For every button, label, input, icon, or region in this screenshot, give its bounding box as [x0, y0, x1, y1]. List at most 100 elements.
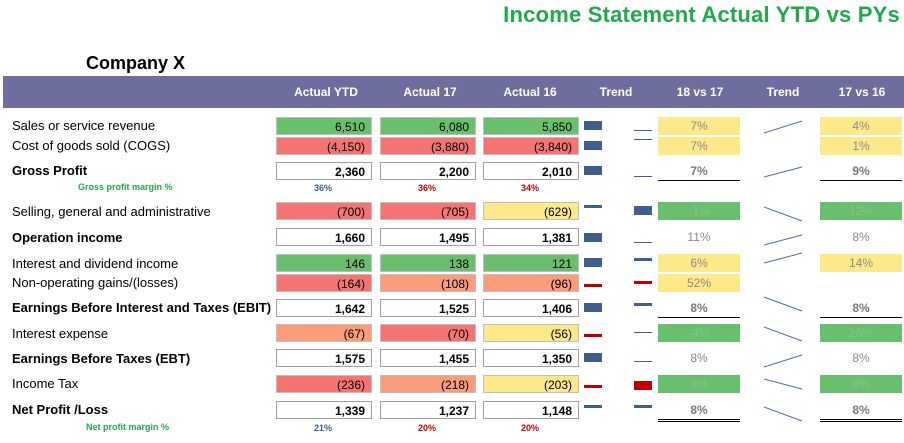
cell-a16: 1,406: [483, 299, 579, 317]
trend-bar: [584, 258, 602, 267]
cell-a16: (96): [483, 274, 579, 292]
trend-bar: [634, 381, 652, 390]
cell-ytd: 1,339: [276, 401, 372, 419]
cell-a16: 5,850: [483, 117, 579, 135]
table-header: Actual YTD Actual 17 Actual 16 Trend 18 …: [3, 76, 904, 108]
change-18-vs-17: 8%: [658, 401, 740, 422]
cell-a17: (705): [380, 202, 476, 220]
cell-ytd: 2,360: [276, 162, 372, 180]
row-label: Gross Profit: [12, 163, 88, 178]
trend-bar: [584, 121, 602, 130]
cell-a16: 1,381: [483, 228, 579, 246]
gross-margin-label: Gross profit margin %: [78, 182, 173, 192]
change-17-vs-16: 9%: [820, 162, 902, 181]
change-17-vs-16: 25%: [820, 324, 902, 342]
trend-bar: [584, 353, 602, 362]
change-17-vs-16: 8%: [852, 230, 870, 244]
change-17-vs-16: 14%: [820, 254, 902, 272]
trend-bar: [634, 242, 652, 243]
trend-bar: [584, 284, 602, 287]
change-18-vs-17: 8%: [658, 299, 740, 318]
net-margin-ytd: 21%: [313, 423, 332, 433]
trend-bar: [634, 130, 652, 131]
cell-ytd: 1,642: [276, 299, 372, 317]
cell-ytd: 146: [276, 254, 372, 272]
cell-a17: (70): [380, 324, 476, 342]
cell-a17: 138: [380, 254, 476, 272]
trend-sparklines: [763, 120, 803, 422]
cell-a16: 2,010: [483, 162, 579, 180]
header-trend-1: Trend: [599, 85, 633, 99]
cell-a16: 1,350: [483, 349, 579, 367]
change-18-vs-17: 7%: [658, 137, 740, 155]
change-17-vs-16: 8%: [820, 375, 902, 393]
cell-ytd: (236): [276, 375, 372, 393]
row-label: Interest expense: [12, 326, 109, 341]
header-trend-2: Trend: [766, 85, 800, 99]
cell-a16: (3,840): [483, 137, 579, 155]
change-17-vs-16: 1%: [820, 137, 902, 155]
change-17-vs-16: 12%: [820, 202, 902, 220]
cell-ytd: (67): [276, 324, 372, 342]
net-margin-a16: 20%: [520, 423, 539, 433]
trend-bar: [584, 303, 602, 312]
header-actual-ytd: Actual YTD: [294, 85, 358, 99]
cell-a17: (108): [380, 274, 476, 292]
cell-a17: (218): [380, 375, 476, 393]
net-margin-label: Net profit margin %: [86, 422, 170, 432]
change-18-vs-17: -4%: [658, 324, 740, 342]
row-label: Earnings Before Taxes (EBT): [12, 351, 191, 366]
row-label: Income Tax: [12, 376, 79, 391]
row-label: Net Profit /Loss: [12, 402, 109, 417]
trend-bar: [634, 281, 652, 284]
change-18-vs-17: 52%: [658, 274, 740, 292]
change-17-vs-16: 8%: [852, 351, 870, 365]
trend-bar: [634, 361, 652, 362]
cell-ytd: 1,660: [276, 228, 372, 246]
cell-a17: 1,237: [380, 401, 476, 419]
trend-bar: [634, 303, 652, 306]
change-18-vs-17: 11%: [687, 230, 711, 244]
trend-bar: [584, 385, 602, 388]
row-label: Sales or service revenue: [12, 118, 156, 133]
gross-margin-a16: 34%: [520, 183, 539, 193]
header-actual-17: Actual 17: [403, 85, 457, 99]
change-18-vs-17: 8%: [690, 351, 708, 365]
cell-ytd: (4,150): [276, 137, 372, 155]
trend-bar: [584, 233, 602, 242]
net-margin-a17: 20%: [417, 423, 436, 433]
trend-bar: [634, 405, 652, 408]
row-label: Interest and dividend income: [12, 256, 179, 271]
cell-ytd: (700): [276, 202, 372, 220]
trend-bar: [634, 258, 652, 261]
company-name: Company X: [86, 53, 186, 73]
trend-bar: [584, 141, 602, 150]
row-label: Non-operating gains/(losses): [12, 275, 179, 290]
cell-ytd: 1,575: [276, 349, 372, 367]
change-18-vs-17: 7%: [658, 162, 740, 181]
change-17-vs-16: 8%: [820, 401, 902, 422]
change-18-vs-17: 6%: [658, 254, 740, 272]
change-18-vs-17: -1%: [658, 202, 740, 220]
change-18-vs-17: 8%: [658, 375, 740, 393]
trend-bar: [584, 205, 602, 208]
cell-a16: 121: [483, 254, 579, 272]
cell-a17: 1,525: [380, 299, 476, 317]
cell-a16: (629): [483, 202, 579, 220]
header-actual-16: Actual 16: [503, 85, 557, 99]
trend-bar: [634, 176, 652, 177]
header-18-vs-17: 18 vs 17: [676, 85, 724, 99]
trend-bar: [584, 334, 602, 337]
trend-bar: [584, 166, 602, 175]
cell-a16: (203): [483, 375, 579, 393]
change-17-vs-16: 4%: [820, 117, 902, 135]
cell-a17: 1,455: [380, 349, 476, 367]
cell-a16: (56): [483, 324, 579, 342]
change-18-vs-17: 7%: [658, 117, 740, 135]
header-17-vs-16: 17 vs 16: [838, 85, 886, 99]
cell-ytd: (164): [276, 274, 372, 292]
row-label: Cost of goods sold (COGS): [12, 138, 171, 153]
row-label: Selling, general and administrative: [12, 204, 211, 219]
cell-ytd: 6,510: [276, 117, 372, 135]
cell-a17: 2,200: [380, 162, 476, 180]
